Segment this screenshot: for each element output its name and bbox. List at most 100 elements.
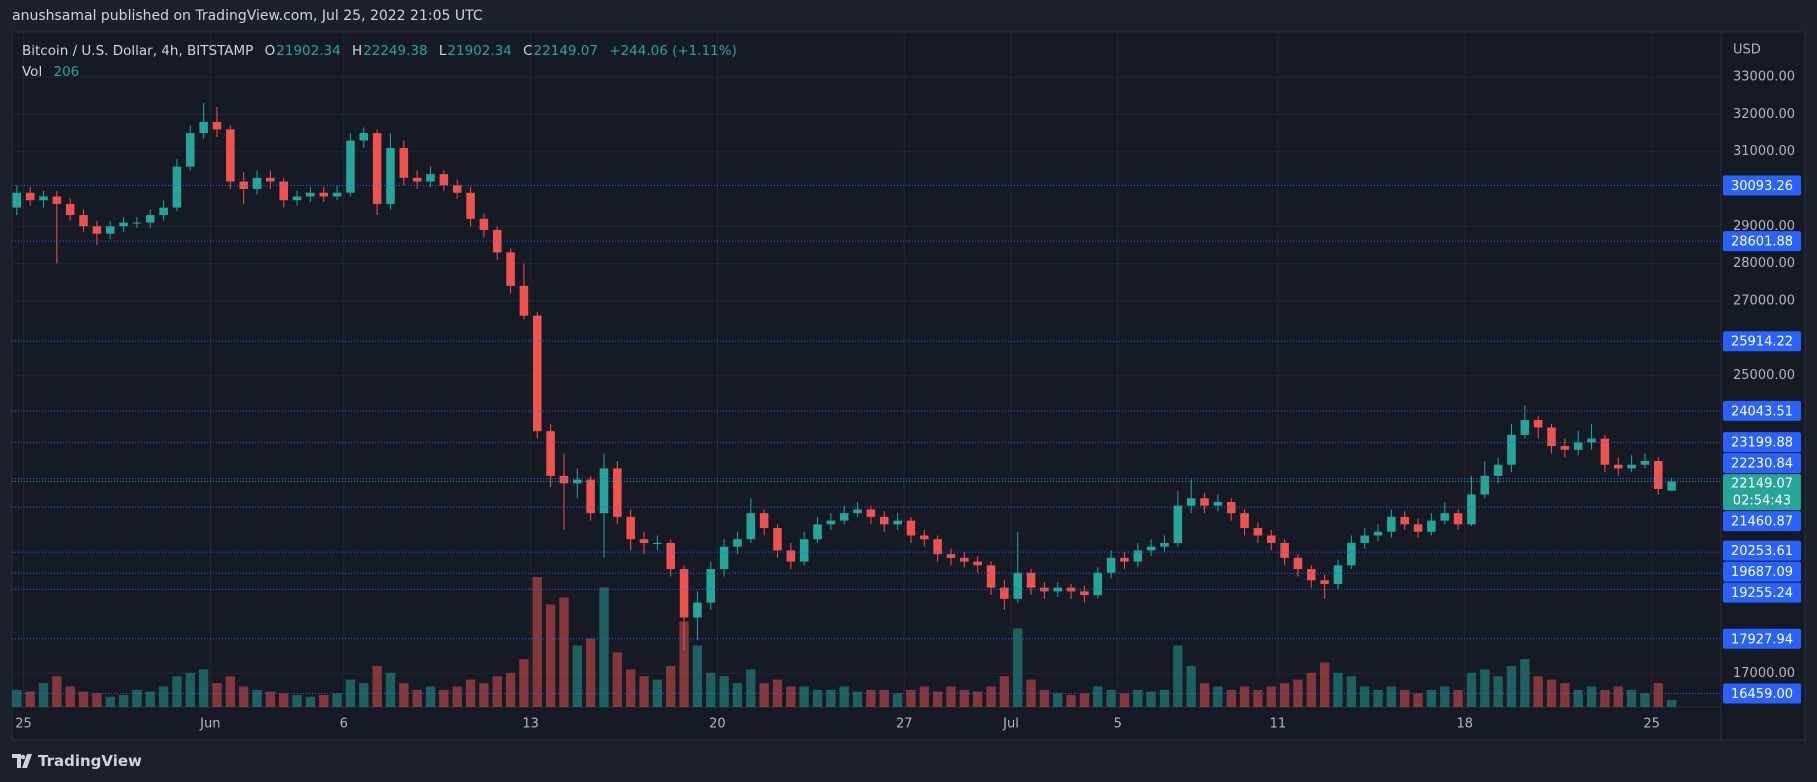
volume-bar <box>1146 691 1156 707</box>
volume-bar <box>999 676 1010 707</box>
volume-bar <box>1319 662 1330 707</box>
volume-bar <box>359 683 369 707</box>
candle-body <box>386 148 395 204</box>
x-tick-label: 11 <box>1270 717 1287 732</box>
volume-bar <box>1079 693 1090 707</box>
candle-body <box>1507 434 1516 465</box>
price-label-box <box>1723 400 1801 421</box>
candle-body <box>1520 420 1530 435</box>
plot-layer <box>12 32 1721 707</box>
candle-body <box>79 215 88 227</box>
price-label-box <box>1723 453 1801 474</box>
volume-bar <box>839 686 849 707</box>
candle-body <box>946 554 956 558</box>
volume-bar <box>399 683 409 707</box>
volume-bar <box>1026 679 1036 707</box>
volume-bar <box>612 652 623 707</box>
volume-bar <box>1426 689 1437 707</box>
candle-body <box>733 539 742 547</box>
candle-body <box>1347 542 1356 566</box>
candle-body <box>666 542 675 570</box>
candle-body <box>786 550 796 562</box>
volume-bar <box>799 686 809 707</box>
candle-body <box>693 602 702 618</box>
candle-body <box>519 285 529 316</box>
legend-key: Vol <box>22 64 43 80</box>
volume-bar <box>666 665 676 707</box>
volume-bar <box>1266 686 1276 707</box>
price-label-box <box>1723 582 1801 603</box>
candle-body <box>1573 442 1583 450</box>
volume-bar <box>679 621 689 707</box>
candle-body <box>1307 569 1316 581</box>
legend-value: 22149.07 <box>533 43 598 59</box>
volume-bar <box>1213 686 1223 707</box>
volume-bar <box>38 683 49 707</box>
volume-bar <box>599 587 609 707</box>
top-bar <box>0 0 1817 32</box>
y-tick-label: 29000.00 <box>1733 219 1795 234</box>
volume-bar <box>1333 672 1343 707</box>
candle-body <box>679 569 689 618</box>
candle-body <box>1053 587 1063 592</box>
volume-bar <box>972 691 983 707</box>
volume-bar <box>1053 693 1063 707</box>
volume-bar <box>746 669 756 707</box>
candle-body <box>1000 587 1009 599</box>
volume-bar <box>1106 689 1116 707</box>
candle-body <box>853 509 862 514</box>
volume-bar <box>1440 686 1450 707</box>
volume-bar <box>65 686 75 707</box>
volume-bar <box>372 665 382 707</box>
candle-body <box>1280 542 1289 558</box>
candle-body <box>306 192 315 197</box>
y-tick-label: 28000.00 <box>1733 256 1795 271</box>
volume-bar <box>892 693 903 707</box>
candle-body <box>172 166 182 208</box>
candle-body <box>1106 557 1116 573</box>
volume-bar <box>252 689 262 707</box>
candle-body <box>1654 460 1663 489</box>
volume-bar <box>719 676 729 707</box>
volume-bar <box>986 686 996 707</box>
volume-bar <box>1586 686 1597 707</box>
volume-bar <box>1400 689 1410 707</box>
volume-bar <box>1413 693 1423 707</box>
volume-bar <box>345 679 356 707</box>
price-label-box <box>1723 561 1801 582</box>
candle-body <box>1013 572 1022 599</box>
volume-bar <box>439 689 449 707</box>
candle-body <box>39 196 48 201</box>
legend: Bitcoin / U.S. Dollar, 4h, BITSTAMP O219… <box>22 43 738 59</box>
volume-bar <box>1039 689 1050 707</box>
candle-body <box>1533 420 1543 428</box>
price-label: 22230.84 <box>1731 457 1793 472</box>
candle-body <box>186 133 195 167</box>
volume-bar <box>1279 683 1290 707</box>
x-tick-label: Jul <box>1002 717 1019 732</box>
candle-body <box>199 121 208 134</box>
brand[interactable]: TradingView <box>12 752 142 770</box>
candle-body <box>1186 498 1196 506</box>
candle-body <box>893 520 902 525</box>
candle-body <box>266 177 275 182</box>
volume-bar <box>492 676 502 707</box>
candle-body <box>1467 494 1476 525</box>
candle-body <box>1667 481 1676 491</box>
candle-body <box>866 509 876 517</box>
candle-body <box>559 475 569 484</box>
legend-value: 21902.34 <box>447 43 512 59</box>
volume-bar <box>1373 689 1383 707</box>
candle-body <box>1627 464 1636 469</box>
candle-body <box>1213 501 1223 506</box>
candle-body <box>346 140 355 193</box>
candle-body <box>1333 565 1343 584</box>
volume-bar <box>1173 645 1183 707</box>
volume-bar <box>1493 676 1503 707</box>
candle-body <box>1547 427 1556 447</box>
volume-legend: Vol 206 <box>22 64 80 80</box>
volume-bar <box>532 577 542 707</box>
candle-body <box>479 218 489 230</box>
